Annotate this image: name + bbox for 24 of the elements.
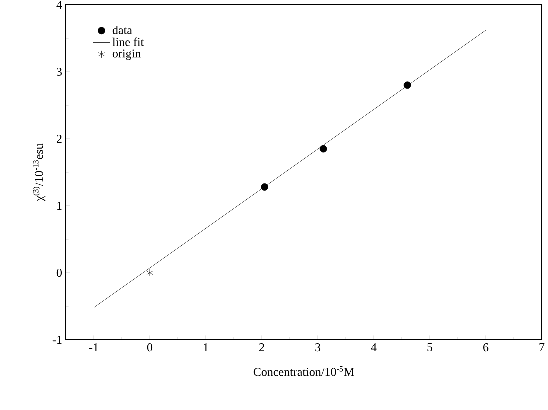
x-tick-label: 6 xyxy=(484,344,489,352)
x-axis-title: Concentration/10$^{-5}$M xyxy=(254,366,354,376)
y-tick-label: 2 xyxy=(57,135,62,143)
point xyxy=(261,184,269,191)
y-tick-label: 0 xyxy=(56,268,62,278)
y-tick-label: 3 xyxy=(57,68,62,76)
y-axis-title: χ$^{(3)}$/10$^{-13}$esu xyxy=(33,144,46,202)
legend-label: line fit xyxy=(112,38,144,46)
x-tick-label: 4 xyxy=(371,344,377,352)
x-tick-label: 1 xyxy=(204,344,208,352)
point xyxy=(404,82,412,90)
x-tick-label: 0 xyxy=(147,344,153,352)
x-tick-label: 7 xyxy=(540,344,545,352)
legend-label: origin xyxy=(112,50,141,60)
y-tick-label: -1 xyxy=(52,336,62,344)
point xyxy=(146,269,154,277)
x-tick-label: -1 xyxy=(89,344,98,352)
y-tick-label: 1 xyxy=(58,202,62,210)
x-tick-label: 3 xyxy=(316,344,321,352)
x-tick-label: 5 xyxy=(428,344,433,352)
point xyxy=(320,145,328,153)
x-tick-label: 2 xyxy=(260,344,264,352)
y-tick-label: 4 xyxy=(56,1,62,9)
legend-label: data xyxy=(112,26,132,34)
